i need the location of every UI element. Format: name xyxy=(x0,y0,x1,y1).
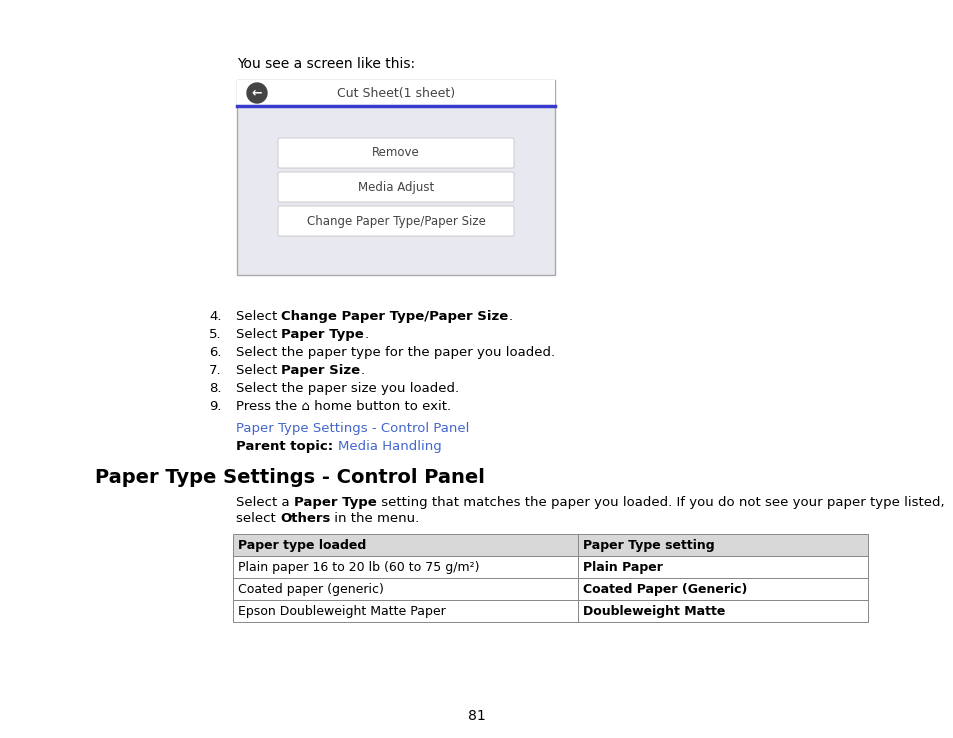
Text: Paper type loaded: Paper type loaded xyxy=(237,539,366,551)
Text: Plain paper 16 to 20 lb (60 to 75 g/m²): Plain paper 16 to 20 lb (60 to 75 g/m²) xyxy=(237,560,479,573)
Text: Remove: Remove xyxy=(372,147,419,159)
Bar xyxy=(578,556,867,578)
Text: setting that matches the paper you loaded. If you do not see your paper type lis: setting that matches the paper you loade… xyxy=(376,496,943,509)
Bar xyxy=(233,600,578,622)
Text: Paper Size: Paper Size xyxy=(281,364,360,377)
Text: ←: ← xyxy=(252,86,262,100)
Text: .: . xyxy=(364,328,368,341)
Text: Select the paper size you loaded.: Select the paper size you loaded. xyxy=(235,382,458,395)
FancyBboxPatch shape xyxy=(277,172,514,202)
Text: Media Adjust: Media Adjust xyxy=(357,181,434,193)
Text: Parent topic:: Parent topic: xyxy=(235,440,337,453)
FancyBboxPatch shape xyxy=(277,206,514,236)
Text: You see a screen like this:: You see a screen like this: xyxy=(236,57,415,71)
Text: Paper Type Settings - Control Panel: Paper Type Settings - Control Panel xyxy=(95,468,484,487)
Bar xyxy=(578,600,867,622)
Text: Press the ⌂ home button to exit.: Press the ⌂ home button to exit. xyxy=(235,400,451,413)
Text: Paper Type: Paper Type xyxy=(281,328,364,341)
FancyBboxPatch shape xyxy=(277,138,514,168)
Bar xyxy=(578,534,867,556)
Circle shape xyxy=(247,83,267,103)
Text: Epson Doubleweight Matte Paper: Epson Doubleweight Matte Paper xyxy=(237,604,445,618)
Text: 8.: 8. xyxy=(210,382,222,395)
Text: select: select xyxy=(235,512,280,525)
Text: Coated paper (generic): Coated paper (generic) xyxy=(237,582,383,596)
Text: 4.: 4. xyxy=(210,310,222,323)
Text: Select: Select xyxy=(235,364,281,377)
Text: 81: 81 xyxy=(468,709,485,723)
Text: Doubleweight Matte: Doubleweight Matte xyxy=(582,604,724,618)
Text: 9.: 9. xyxy=(210,400,222,413)
Text: Change Paper Type/Paper Size: Change Paper Type/Paper Size xyxy=(306,215,485,227)
Bar xyxy=(233,556,578,578)
Text: Select: Select xyxy=(235,328,281,341)
Text: Others: Others xyxy=(280,512,330,525)
Bar xyxy=(578,578,867,600)
Text: Paper Type setting: Paper Type setting xyxy=(582,539,714,551)
Text: Paper Type Settings - Control Panel: Paper Type Settings - Control Panel xyxy=(235,422,469,435)
Text: 6.: 6. xyxy=(210,346,222,359)
Text: .: . xyxy=(508,310,513,323)
Text: 5.: 5. xyxy=(209,328,222,341)
Text: Change Paper Type/Paper Size: Change Paper Type/Paper Size xyxy=(281,310,508,323)
Bar xyxy=(233,578,578,600)
Text: 7.: 7. xyxy=(209,364,222,377)
Text: Select a: Select a xyxy=(235,496,294,509)
Bar xyxy=(236,80,555,275)
Text: Paper Type: Paper Type xyxy=(294,496,376,509)
Text: Plain Paper: Plain Paper xyxy=(582,560,662,573)
Text: Coated Paper (Generic): Coated Paper (Generic) xyxy=(582,582,746,596)
Text: Media Handling: Media Handling xyxy=(337,440,441,453)
Text: Select the paper type for the paper you loaded.: Select the paper type for the paper you … xyxy=(235,346,555,359)
Bar xyxy=(236,80,555,106)
Text: .: . xyxy=(360,364,364,377)
Text: Select: Select xyxy=(235,310,281,323)
Text: in the menu.: in the menu. xyxy=(330,512,419,525)
Bar xyxy=(233,534,578,556)
Text: Cut Sheet(1 sheet): Cut Sheet(1 sheet) xyxy=(336,86,455,100)
